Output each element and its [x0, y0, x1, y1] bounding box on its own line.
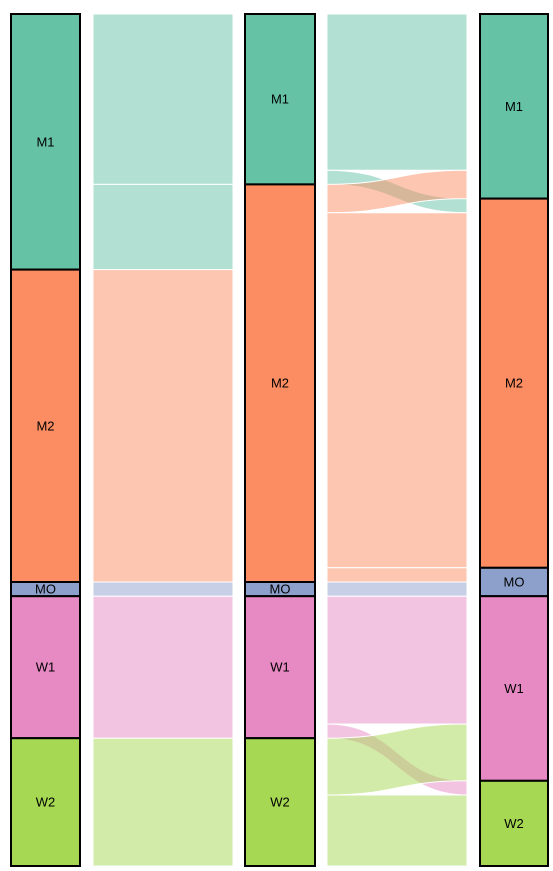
flow-w1-to-w1 [92, 595, 234, 739]
stratum-label-axis3-w1: W1 [504, 681, 524, 696]
stratum-axis2-w1 [244, 595, 316, 740]
stratum-label-axis1-m2: M2 [36, 418, 54, 433]
stratum-label-axis3-w2: W2 [504, 816, 524, 831]
flow-m2-to-m2 [92, 269, 234, 583]
stratum-axis3-mo [479, 566, 549, 598]
flow-w2-to-w1 [326, 723, 468, 796]
stratum-axis1-m2 [10, 268, 81, 583]
stratum-axis2-m2 [244, 183, 316, 583]
flow-m1-to-m1 [92, 13, 234, 185]
flows-layer [92, 13, 468, 867]
flow-mo-to-mo [92, 581, 234, 597]
flow-m2-to-mo [326, 567, 468, 583]
stratum-axis2-m1 [244, 13, 316, 186]
flow-w2-to-w2 [326, 794, 468, 867]
stratum-label-axis2-w2: W2 [270, 795, 290, 810]
flow-w2-to-w2 [92, 737, 234, 867]
stratum-label-axis1-w2: W2 [36, 795, 56, 810]
strata-layer: M1 M2 MO W1 W2 M1 M2 MO W1 W2 M1 M2 MO W1 W2 [10, 13, 549, 868]
stratum-label-axis3-m1: M1 [505, 99, 523, 114]
stratum-label-axis2-w1: W1 [270, 660, 290, 675]
stratum-label-axis3-m2: M2 [505, 376, 523, 391]
stratum-axis1-w2 [10, 737, 81, 868]
flow-m1-to-m2 [92, 183, 234, 271]
stratum-axis1-w1 [10, 595, 81, 740]
stratum-label-axis1-m1: M1 [36, 134, 54, 149]
stratum-label-axis3-mo: MO [504, 575, 525, 590]
stratum-label-axis1-mo: MO [35, 582, 56, 597]
stratum-label-axis1-w1: W1 [36, 660, 56, 675]
flow-m2-to-m1 [326, 169, 468, 214]
stratum-label-axis2-mo: MO [270, 582, 291, 597]
stratum-label-axis2-m1: M1 [271, 92, 289, 107]
stratum-axis3-w1 [479, 595, 549, 782]
stratum-axis2-w2 [244, 737, 316, 868]
flow-w1-to-w1 [326, 595, 468, 725]
stratum-axis3-m2 [479, 197, 549, 569]
flow-m2-to-m2 [326, 212, 468, 569]
flow-mo-to-mo [326, 581, 468, 597]
stratum-label-axis2-m2: M2 [271, 376, 289, 391]
flow-m1-to-m1 [326, 13, 468, 171]
stratum-axis3-w2 [479, 779, 549, 867]
